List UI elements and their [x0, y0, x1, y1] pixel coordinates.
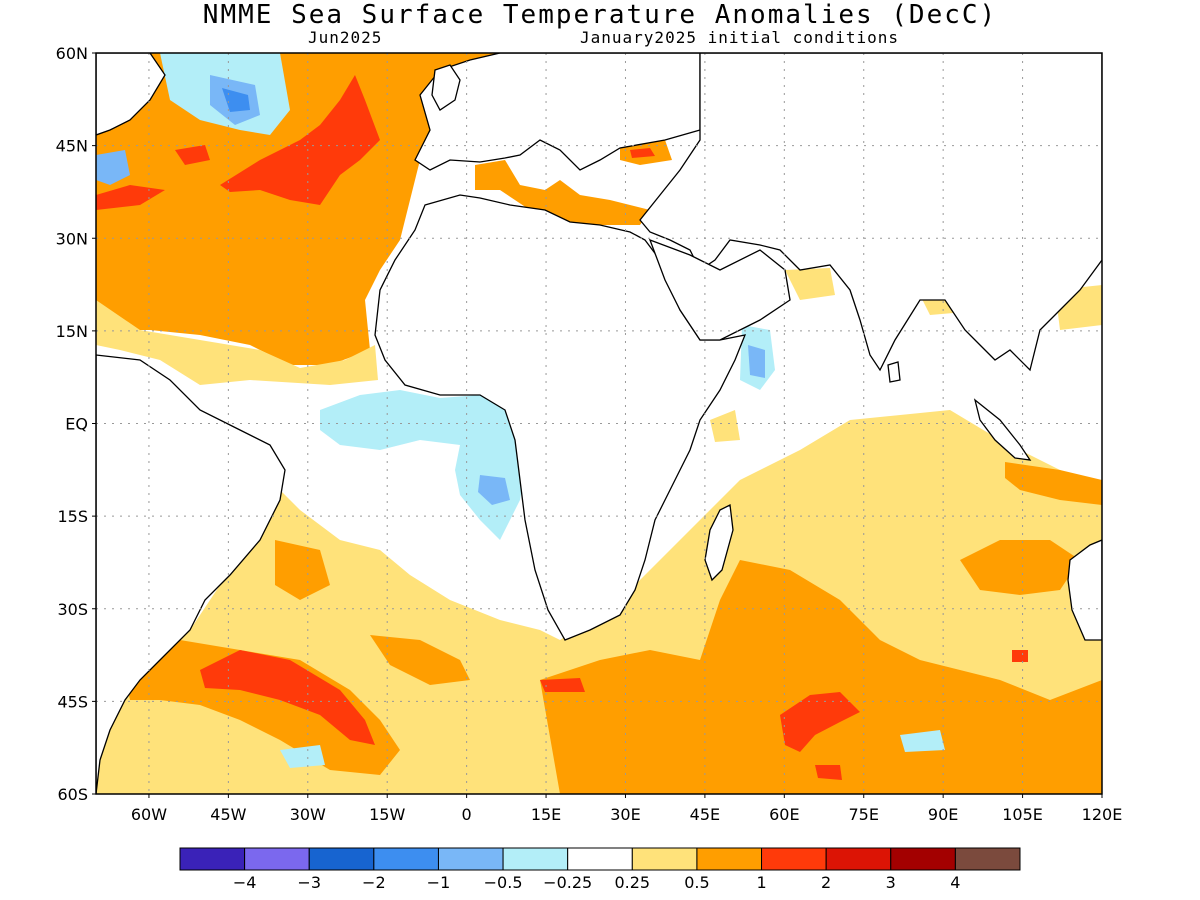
lat-label: 30S — [57, 600, 88, 619]
sumatra-coast — [973, 398, 1032, 461]
lon-label: 15W — [369, 805, 405, 824]
uk-coast — [431, 64, 461, 111]
colorbar-swatch — [308, 847, 375, 871]
colorbar-label: 1 — [756, 873, 766, 892]
madagascar-coast — [704, 504, 734, 582]
indian-ocean-warm-east — [960, 540, 1080, 595]
coastlines — [96, 53, 1102, 794]
colorbar-swatch — [890, 847, 956, 871]
colorbar-swatch — [567, 847, 633, 871]
lat-label: 30N — [56, 229, 88, 248]
colorbar-label: −1 — [427, 873, 451, 892]
nova-scotia-cold — [96, 150, 130, 185]
forecast-month: Jun2025 — [308, 28, 383, 47]
indian-ocean-hot — [780, 692, 860, 752]
north-america-coast — [96, 53, 166, 136]
colorbar-label: −0.5 — [484, 873, 523, 892]
colorbar-swatch — [179, 847, 246, 871]
lon-label: 120E — [1082, 805, 1123, 824]
colorbar-swatch — [825, 847, 892, 871]
lon-label: 60E — [769, 805, 799, 824]
grid-lines — [92, 52, 1103, 798]
anomaly-fields — [96, 53, 1102, 794]
colorbar-label: 2 — [821, 873, 831, 892]
agulhas-hot — [540, 678, 585, 692]
equatorial-indian-light — [710, 410, 740, 442]
indian-cold-spot — [900, 730, 945, 752]
asia-coast — [639, 53, 1102, 372]
kerguelen-hot — [815, 765, 842, 780]
lat-label: 60S — [57, 785, 88, 804]
colorbar-label: −0.25 — [543, 873, 592, 892]
arabian-sea-cool-core — [748, 345, 765, 378]
north-atlantic-hot-core — [220, 75, 380, 205]
lat-label: 15N — [56, 322, 88, 341]
lon-label: 30W — [290, 805, 326, 824]
initial-conditions: January2025 initial conditions — [580, 28, 899, 47]
lon-label: 105E — [1002, 805, 1043, 824]
lat-label: 15S — [57, 507, 88, 526]
colorbar-swatch — [244, 847, 310, 871]
colorbar-swatch — [631, 847, 698, 871]
sri-lanka-coast — [887, 361, 901, 383]
lon-label: 0 — [462, 805, 472, 824]
colorbar-swatch — [954, 847, 1021, 871]
angola-cool-core — [478, 475, 510, 505]
colorbar-swatch — [761, 847, 827, 871]
longitude-labels: 60W 45W 30W 15W 0 15E 30E 45E 60E 75E 90E 105E 120E — [131, 805, 1122, 824]
lon-label: 60W — [131, 805, 167, 824]
lat-label: 45N — [56, 137, 88, 156]
brazil-warm — [275, 540, 330, 600]
lon-label: 75E — [849, 805, 879, 824]
labrador-cold-center — [222, 88, 250, 112]
colorbar-swatch — [696, 847, 763, 871]
subtropical-light-band — [96, 300, 378, 385]
lon-label: 90E — [928, 805, 958, 824]
colorbar — [179, 847, 1021, 871]
newfoundland-hot — [175, 145, 210, 165]
colorbar-label: 0.5 — [684, 873, 709, 892]
black-sea-hot — [630, 148, 655, 158]
lat-label: 60N — [56, 44, 88, 63]
tropical-atlantic-cool — [320, 390, 525, 540]
colorbar-label: −3 — [297, 873, 321, 892]
australia-coast — [1067, 539, 1102, 641]
south-atlantic-warm — [125, 640, 400, 775]
lon-label: 45W — [210, 805, 246, 824]
south-atlantic-hot — [200, 650, 375, 745]
arabian-sea-light — [785, 268, 835, 300]
java-warm — [1005, 462, 1102, 505]
lon-label: 45E — [690, 805, 720, 824]
mid-atlantic-warm — [370, 635, 470, 685]
colorbar-label: 4 — [950, 873, 960, 892]
south-atlantic-cold-spot — [280, 745, 325, 768]
colorbar-swatch — [502, 847, 569, 871]
lat-label: 45S — [57, 692, 88, 711]
colorbar-label: −2 — [362, 873, 386, 892]
colorbar-swatch — [437, 847, 504, 871]
gulf-stream-hot — [96, 185, 165, 210]
mediterranean-warm — [475, 160, 650, 232]
colorbar-label: 3 — [886, 873, 896, 892]
north-atlantic-warm — [96, 53, 500, 365]
australia-west-hot — [1012, 650, 1028, 662]
colorbar-swatch — [373, 847, 439, 871]
colorbar-label: 0.25 — [614, 873, 650, 892]
colorbar-label: −4 — [233, 873, 257, 892]
latitude-labels: 60N 45N 30N 15N EQ 15S 30S 45S 60S — [56, 44, 88, 804]
lon-label: 30E — [610, 805, 640, 824]
lon-label: 15E — [531, 805, 561, 824]
south-america-coast — [96, 354, 286, 794]
africa-coast — [374, 194, 747, 641]
south-atlantic-light — [96, 480, 560, 794]
lat-label: EQ — [65, 415, 88, 434]
map-title: NMME Sea Surface Temperature Anomalies (… — [202, 0, 998, 30]
indian-ocean-warm — [540, 560, 1102, 794]
arabia-coast — [648, 238, 791, 341]
map-frame — [95, 52, 1103, 795]
colorbar-labels: −4 −3 −2 −1 −0.5 −0.25 0.25 0.5 1 2 3 4 — [233, 873, 961, 892]
